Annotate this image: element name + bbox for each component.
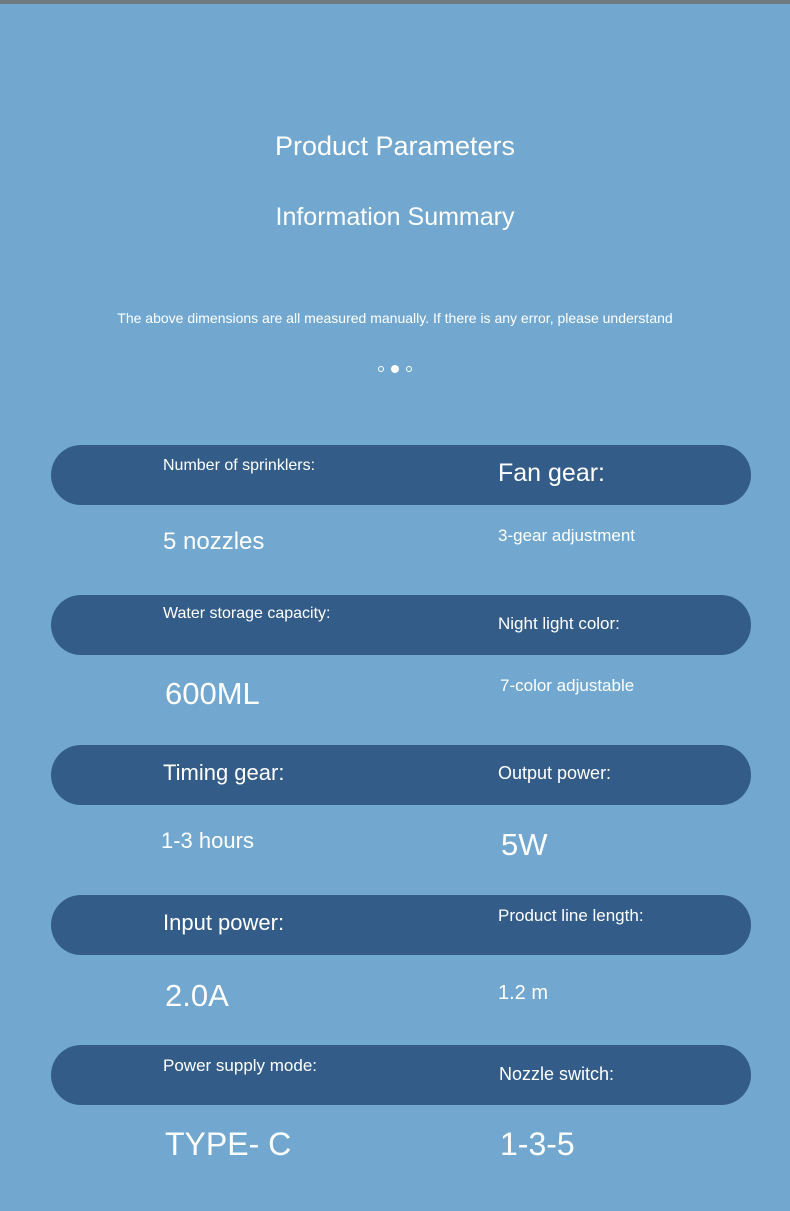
param-value: 1.2 m xyxy=(498,982,549,1004)
param-value: 3-gear adjustment xyxy=(498,526,636,545)
param-header-pill xyxy=(51,445,751,505)
param-label: Water storage capacity: xyxy=(163,605,331,622)
param-value: 1-3 hours xyxy=(161,828,254,853)
param-label: Product line length: xyxy=(498,906,644,925)
param-value: 5W xyxy=(501,827,548,862)
param-label: Timing gear: xyxy=(163,760,285,785)
param-value: 600ML xyxy=(165,676,260,711)
param-value: 5 nozzles xyxy=(163,528,265,555)
param-label: Power supply mode: xyxy=(163,1056,318,1075)
top-edge xyxy=(0,0,790,4)
carousel-dot-3[interactable] xyxy=(406,366,412,372)
param-header-pill xyxy=(51,595,751,655)
param-value: TYPE- C xyxy=(165,1126,292,1162)
param-label: Night light color: xyxy=(498,614,620,633)
param-header-pill xyxy=(51,1045,751,1105)
param-header-pill xyxy=(51,745,751,805)
page-title: Product Parameters xyxy=(274,131,516,161)
param-value: 7-color adjustable xyxy=(500,676,635,695)
param-label: Number of sprinklers: xyxy=(163,457,316,474)
param-value: 2.0A xyxy=(165,978,229,1013)
param-label: Input power: xyxy=(163,910,285,935)
carousel-dot-2-active[interactable] xyxy=(391,365,399,373)
page-subtitle: Information Summary xyxy=(275,203,515,231)
param-header-pill xyxy=(51,895,751,955)
carousel-indicator[interactable] xyxy=(0,365,790,373)
param-label: Output power: xyxy=(498,763,612,783)
param-value: 1-3-5 xyxy=(500,1126,575,1162)
param-label: Fan gear: xyxy=(498,459,606,487)
measurement-note: The above dimensions are all measured ma… xyxy=(117,310,673,326)
carousel-dot-1[interactable] xyxy=(378,366,384,372)
param-label: Nozzle switch: xyxy=(499,1064,615,1084)
